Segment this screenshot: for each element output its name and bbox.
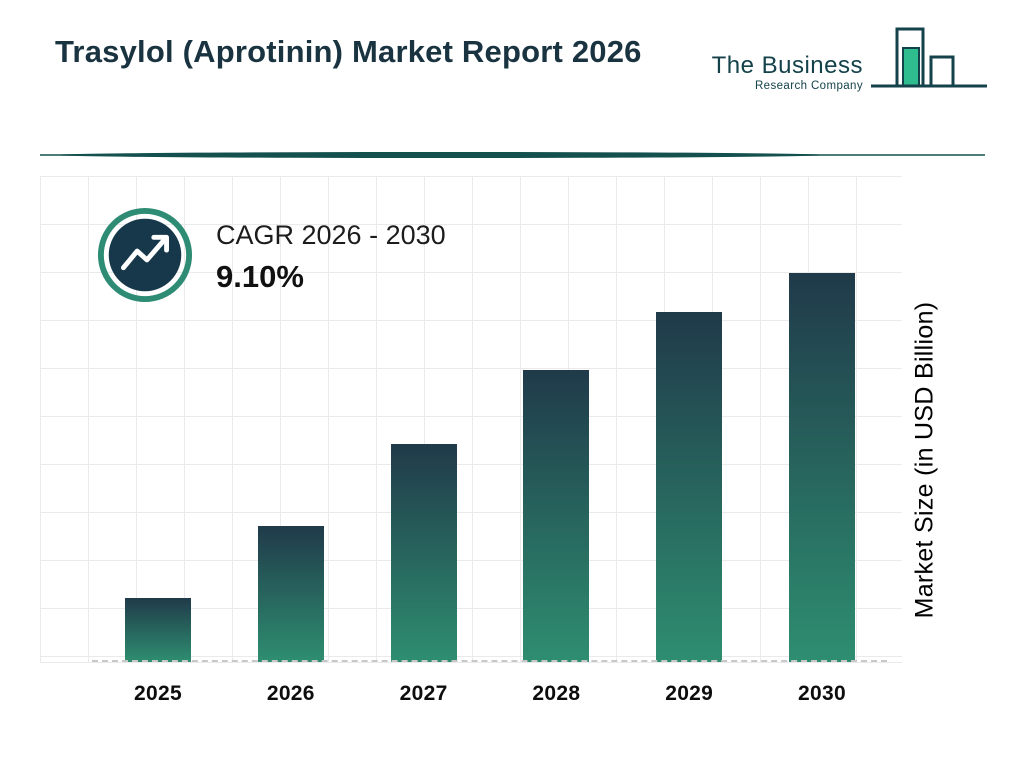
cagr-callout: CAGR 2026 - 2030 9.10% — [96, 206, 446, 304]
x-axis-baseline — [92, 660, 887, 662]
logo-text-secondary: Research Company — [754, 80, 863, 92]
logo-bar-chart-icon — [871, 27, 987, 88]
bar-column-2025: 2025 — [125, 176, 191, 705]
bar-2030 — [788, 273, 855, 662]
x-axis-label-2030: 2030 — [798, 682, 846, 705]
company-logo: The Business Research Company — [712, 24, 989, 102]
x-axis-label-2025: 2025 — [134, 682, 182, 705]
page-title: Trasylol (Aprotinin) Market Report 2026 — [55, 34, 642, 69]
cagr-value: 9.10% — [216, 259, 304, 294]
bar-2026 — [257, 526, 324, 662]
x-axis-label-2027: 2027 — [399, 682, 448, 705]
logo-text-primary: The Business — [711, 52, 863, 79]
bar-2028 — [523, 370, 590, 662]
header: Trasylol (Aprotinin) Market Report 2026 … — [55, 27, 989, 102]
bar-column-2029: 2029 — [656, 176, 723, 705]
x-axis-label-2026: 2026 — [266, 682, 315, 705]
divider-line — [40, 152, 985, 158]
bars-container: 2025 2026 2027 2028 2029 2030 — [125, 176, 855, 705]
x-axis-label-2028: 2028 — [532, 682, 581, 705]
logo-text: The Business Research Company — [712, 52, 863, 92]
bar-2029 — [656, 312, 723, 662]
bar-column-2028: 2028 — [523, 176, 590, 705]
cagr-text: CAGR 2026 - 2030 9.10% — [216, 220, 446, 295]
chart-area — [40, 176, 902, 663]
bar-column-2030: 2030 — [788, 176, 855, 705]
x-axis-label-2029: 2029 — [665, 682, 714, 705]
bar-2027 — [390, 444, 457, 662]
growth-trend-icon — [97, 207, 193, 303]
cagr-label: CAGR 2026 - 2030 — [216, 220, 446, 250]
y-axis-label: Market Size (in USD Billion) — [910, 301, 939, 619]
bar-column-2026: 2026 — [257, 176, 324, 705]
bar-2025 — [125, 598, 191, 662]
bar-column-2027: 2027 — [390, 176, 457, 705]
